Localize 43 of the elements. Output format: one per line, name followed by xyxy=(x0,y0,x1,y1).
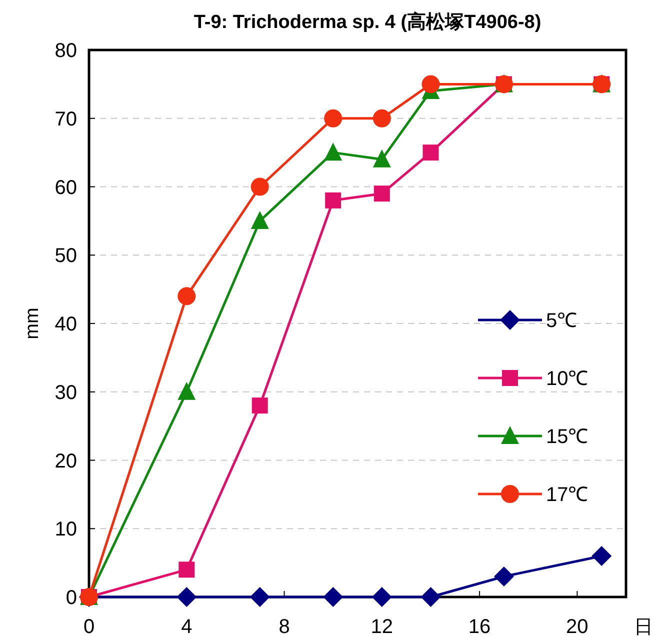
point xyxy=(372,149,391,168)
point xyxy=(178,382,196,400)
x-axis-title: 日 xyxy=(634,617,653,638)
y-tick-label: 0 xyxy=(66,587,77,609)
chart-title: T-9: Trichoderma sp. 4 (高松塚T4906-8) xyxy=(194,11,542,33)
x-tick-label: 4 xyxy=(181,616,192,638)
y-tick-label: 10 xyxy=(54,518,77,541)
point xyxy=(494,566,514,586)
point xyxy=(250,178,269,196)
y-tick-label: 50 xyxy=(54,245,77,268)
y-tick-label: 20 xyxy=(54,450,77,472)
legend-label: 10℃ xyxy=(546,368,588,390)
point xyxy=(374,186,390,202)
y-tick-label: 30 xyxy=(54,382,77,404)
point xyxy=(250,210,269,229)
point xyxy=(178,287,196,306)
x-tick-label: 16 xyxy=(468,616,491,638)
y-axis-title: mm xyxy=(22,308,43,340)
x-tick-label: 20 xyxy=(566,616,588,638)
x-tick-label: 12 xyxy=(370,616,394,638)
point xyxy=(178,562,195,578)
point xyxy=(324,109,342,128)
point xyxy=(325,192,342,208)
point xyxy=(323,587,344,607)
point xyxy=(372,587,392,607)
point xyxy=(176,587,197,607)
point xyxy=(422,144,439,161)
x-tick-label: 8 xyxy=(278,616,290,638)
point xyxy=(420,587,441,607)
point xyxy=(592,546,612,566)
point xyxy=(250,587,270,607)
y-tick-label: 70 xyxy=(54,108,77,130)
legend-label: 5℃ xyxy=(546,310,578,332)
y-tick-label: 60 xyxy=(54,176,77,199)
point xyxy=(372,109,391,128)
y-tick-label: 80 xyxy=(54,40,77,62)
point xyxy=(422,75,440,94)
point xyxy=(252,398,268,414)
point xyxy=(324,142,342,161)
x-tick-label: 0 xyxy=(83,616,95,638)
legend-label: 17℃ xyxy=(546,484,588,506)
y-tick-label: 40 xyxy=(54,314,77,336)
legend-label: 15℃ xyxy=(546,426,588,448)
